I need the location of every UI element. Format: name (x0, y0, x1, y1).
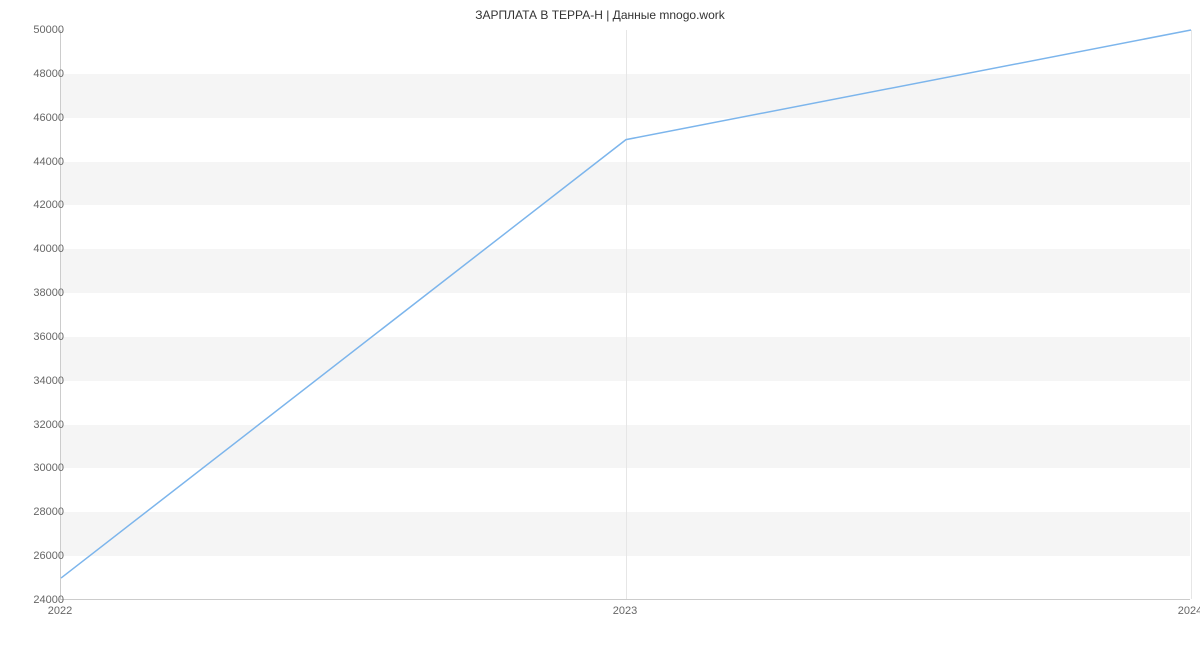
x-tick-label: 2022 (48, 605, 72, 617)
y-tick-label: 36000 (14, 331, 64, 343)
y-tick-label: 40000 (14, 243, 64, 255)
chart-title: ЗАРПЛАТА В ТЕРРА-Н | Данные mnogo.work (0, 0, 1200, 26)
y-tick-label: 48000 (14, 68, 64, 80)
y-tick-label: 44000 (14, 156, 64, 168)
y-tick-label: 30000 (14, 462, 64, 474)
y-tick-label: 38000 (14, 287, 64, 299)
y-tick-label: 32000 (14, 419, 64, 431)
plot-area (60, 30, 1190, 600)
line-series-svg (61, 30, 1191, 600)
y-tick-label: 42000 (14, 199, 64, 211)
x-tick-label: 2024 (1178, 605, 1200, 617)
x-grid-line (1191, 30, 1192, 599)
line-series-salary (61, 30, 1191, 578)
y-tick-label: 46000 (14, 112, 64, 124)
y-tick-label: 34000 (14, 375, 64, 387)
x-tick-label: 2023 (613, 605, 637, 617)
chart-container (60, 30, 1190, 600)
y-tick-label: 28000 (14, 506, 64, 518)
y-tick-label: 50000 (14, 24, 64, 36)
y-tick-label: 26000 (14, 550, 64, 562)
